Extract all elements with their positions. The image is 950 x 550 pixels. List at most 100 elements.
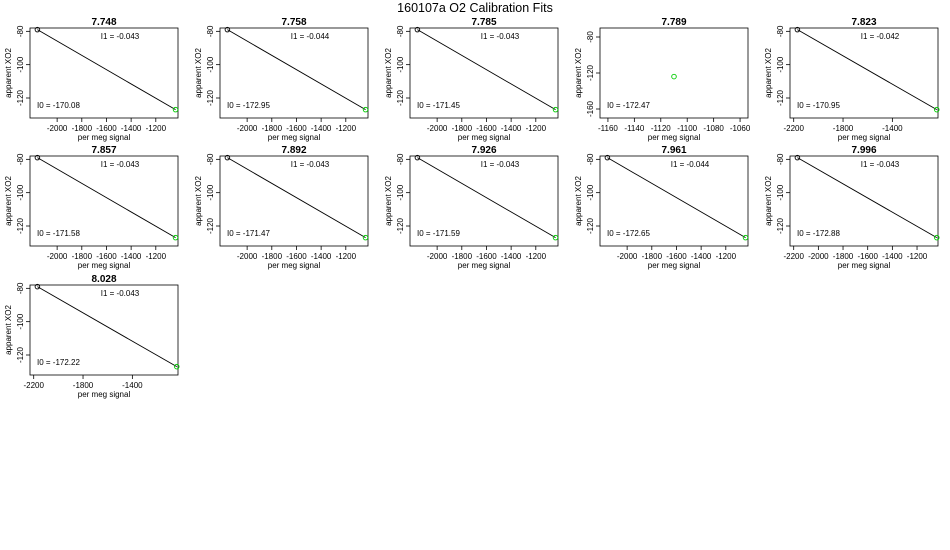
data-point [794,154,801,161]
y-tick-label: -120 [206,89,215,106]
x-axis-label: per meg signal [648,261,701,270]
plot-panel: 7.748 -2000 -1800 -1600 -1400 -1200 -80 -100 -12… [4,17,179,142]
fit-intercept-label: I0 = -170.95 [797,101,840,110]
y-tick-label: -80 [776,153,785,165]
y-axis-label: apparent XO2 [384,176,393,226]
x-tick-label: -1400 [311,252,332,261]
x-tick-label: -2200 [783,252,804,261]
fit-line [227,157,366,239]
fit-line [37,157,176,239]
data-point [224,26,231,33]
x-tick-label: -2200 [783,124,804,133]
fit-intercept-label: I0 = -172.47 [607,101,650,110]
plot-frame [409,155,559,247]
x-tick-label: -1200 [146,252,167,261]
y-tick-label: -120 [396,89,405,106]
fit-intercept-label: I0 = -171.47 [227,229,270,238]
fit-slope-label: I1 = -0.043 [101,289,140,298]
x-tick-label: -1120 [651,124,671,133]
y-tick-label: -120 [776,217,785,234]
data-point [794,26,801,33]
fit-slope-label: I1 = -0.043 [291,160,330,169]
plot-panel: 7.823 -2200 -1800 -1400 -80 -100 -120 per meg s… [764,17,940,142]
plot-panel: 7.996 -2200 -2000 -1800 -1600 -1400 -1200 -80 -1… [764,145,940,270]
plot-panel: 7.785 -2000 -1800 -1600 -1400 -1200 -80 -100 -12… [384,17,559,142]
x-axis-label: per meg signal [78,390,131,399]
fit-intercept-label: I0 = -171.45 [417,101,460,110]
plot-frame [789,27,939,119]
y-tick-label: -120 [586,217,595,234]
plot-frame [409,27,559,119]
x-tick-label: -2000 [237,252,258,261]
y-tick-label: -80 [586,31,595,43]
x-tick-label: -1200 [336,252,357,261]
x-tick-label: -1400 [691,252,712,261]
y-axis-label: apparent XO2 [574,48,583,98]
y-tick-label: -100 [396,184,405,201]
fit-slope-label: I1 = -0.043 [481,160,520,169]
panel-title: 7.892 [281,145,306,156]
data-point [362,106,369,113]
fit-line [797,29,937,111]
fit-intercept-label: I0 = -172.65 [607,229,650,238]
x-tick-label: -1400 [122,381,143,390]
fit-intercept-label: I0 = -171.59 [417,229,460,238]
fit-intercept-label: I0 = -171.58 [37,229,80,238]
y-axis-label: apparent XO2 [194,176,203,226]
data-point [552,106,559,113]
x-tick-label: -1800 [72,252,93,261]
x-tick-label: -2000 [617,252,638,261]
fit-line [37,286,177,368]
x-axis-label: per meg signal [838,133,891,142]
plot-panel: 8.028 -2200 -1800 -1400 -80 -100 -120 per meg s… [4,274,180,399]
data-point [934,106,940,113]
y-tick-label: -120 [16,89,25,106]
x-tick-label: -1800 [72,124,93,133]
plot-frame [29,155,179,247]
fit-slope-label: I1 = -0.043 [101,32,140,41]
x-tick-label: -1060 [730,124,751,133]
x-tick-label: -1080 [703,124,724,133]
data-point [414,26,421,33]
panel-title: 7.758 [281,17,306,28]
x-tick-label: -1400 [882,124,903,133]
x-axis-label: per meg signal [268,261,321,270]
x-tick-label: -1800 [833,252,854,261]
x-tick-label: -1400 [121,124,142,133]
x-tick-label: -1160 [598,124,618,133]
data-point [34,283,41,290]
plot-frame [29,27,179,119]
fit-intercept-label: I0 = -172.95 [227,101,270,110]
y-tick-label: -120 [16,217,25,234]
x-tick-label: -1800 [262,252,283,261]
y-tick-label: -100 [16,313,25,330]
plot-panel: 7.961 -2000 -1800 -1600 -1400 -1200 -80 -100 -12… [574,145,749,270]
data-point [34,154,41,161]
plot-panel: 7.758 -2000 -1800 -1600 -1400 -1200 -80 -100 -12… [194,17,369,142]
fit-line [607,157,746,239]
data-point [934,234,940,241]
x-tick-label: -1600 [96,252,117,261]
data-point [604,154,611,161]
x-tick-label: -1200 [526,124,547,133]
y-tick-label: -80 [396,25,405,37]
plot-panel: 7.892 -2000 -1800 -1600 -1400 -1200 -80 -100 -12… [194,145,369,270]
y-tick-label: -100 [586,184,595,201]
x-axis-label: per meg signal [458,261,511,270]
panels-grid: 7.748-2000 -1800 -1600 -1400 -1200-80-100-12… [4,17,940,399]
x-tick-label: -1200 [526,252,547,261]
y-tick-label: -120 [776,89,785,106]
y-tick-label: -120 [396,217,405,234]
y-axis-label: apparent XO2 [764,176,773,226]
fit-intercept-label: I0 = -170.08 [37,101,80,110]
y-axis-label: apparent XO2 [4,305,13,355]
x-tick-label: -1600 [476,124,497,133]
panel-title: 7.857 [91,145,116,156]
x-tick-label: -1600 [286,252,307,261]
x-tick-label: -1200 [146,124,167,133]
panel-title: 7.996 [851,145,876,156]
fit-line [37,29,176,111]
plot-frame [789,155,939,247]
x-tick-label: -1800 [262,124,283,133]
data-point [224,154,231,161]
